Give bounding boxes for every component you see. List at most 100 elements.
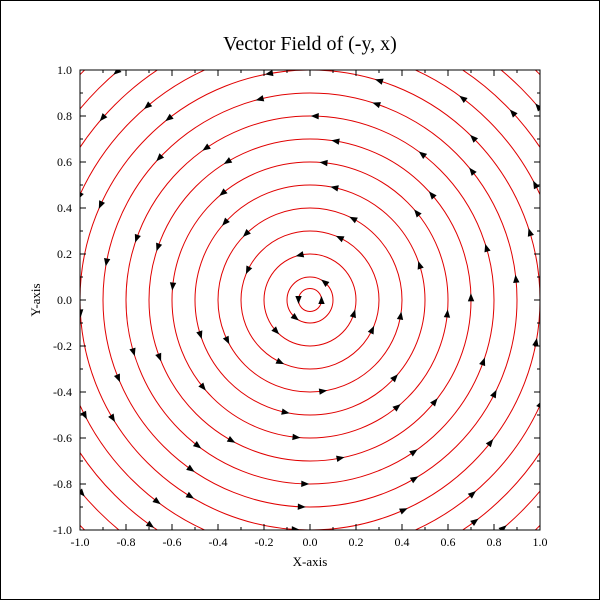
arrow-14-16 bbox=[559, 495, 566, 503]
arrow-11-4 bbox=[467, 490, 476, 499]
arrow-5-2 bbox=[417, 260, 424, 270]
arrow-10-8 bbox=[527, 228, 534, 237]
arrow-14-11 bbox=[65, 510, 73, 518]
arrow-9-1 bbox=[156, 153, 165, 162]
x-tick-label-6: 0.2 bbox=[349, 535, 364, 549]
arrow-6-3 bbox=[319, 159, 328, 167]
arrow-13-13 bbox=[169, 561, 178, 567]
arrow-10-3 bbox=[185, 491, 195, 499]
arrow-14-3 bbox=[458, 14, 467, 21]
y-tick-label-10: 1.0 bbox=[57, 63, 72, 77]
x-tick-label-8: 0.6 bbox=[441, 535, 456, 549]
x-axis-label: X-axis bbox=[293, 554, 328, 569]
arrow-1-1 bbox=[290, 313, 299, 321]
chart-title: Vector Field of (-y, x) bbox=[223, 33, 397, 55]
arrow-6-5 bbox=[169, 282, 177, 291]
arrow-11-11 bbox=[144, 101, 153, 110]
arrow-12-14 bbox=[145, 520, 155, 528]
arrow-7-5 bbox=[155, 352, 162, 362]
arrow-6-7 bbox=[292, 433, 301, 441]
streamline-8 bbox=[125, 115, 495, 485]
streamline-7 bbox=[148, 138, 472, 462]
y-tick-label-5: 0.0 bbox=[57, 293, 72, 307]
arrow-9-0 bbox=[255, 95, 265, 102]
arrow-10-2 bbox=[108, 413, 116, 423]
streamline-5 bbox=[194, 184, 426, 416]
arrow-13-10 bbox=[9, 272, 15, 280]
arrow-7-6 bbox=[226, 436, 236, 443]
x-tick-label-3: -0.4 bbox=[209, 535, 228, 549]
arrow-13-12 bbox=[80, 488, 85, 497]
arrow-13-6 bbox=[330, 0, 338, 5]
arrow-8-9 bbox=[484, 243, 491, 253]
arrow-6-1 bbox=[443, 309, 451, 318]
arrow-6-0 bbox=[392, 404, 401, 412]
x-tick-label-9: 0.8 bbox=[487, 535, 502, 549]
x-tick-label-4: -0.2 bbox=[255, 535, 274, 549]
arrow-7-3 bbox=[223, 157, 233, 165]
arrow-12-0 bbox=[252, 567, 260, 573]
arrow-12-5 bbox=[570, 207, 576, 216]
arrow-14-8 bbox=[2, 195, 8, 204]
arrow-5-4 bbox=[222, 217, 230, 226]
arrow-10-9 bbox=[470, 134, 479, 143]
arrow-8-5 bbox=[192, 441, 202, 449]
y-tick-label-6: 0.2 bbox=[57, 247, 72, 261]
arrow-13-7 bbox=[214, 11, 223, 17]
streamline-11 bbox=[80, 70, 540, 530]
arrow-12-11 bbox=[44, 214, 50, 223]
arrow-7-1 bbox=[428, 191, 437, 200]
arrow-10-7 bbox=[532, 337, 539, 347]
arrow-9-3 bbox=[113, 373, 120, 383]
arrow-0-0 bbox=[318, 296, 325, 304]
y-tick-label-0: -1.0 bbox=[53, 523, 72, 537]
arrow-14-10 bbox=[7, 415, 13, 424]
arrow-10-12 bbox=[165, 113, 174, 122]
arrow-7-2 bbox=[331, 138, 340, 145]
arrow-2-0 bbox=[295, 251, 305, 258]
arrow-13-5 bbox=[443, 32, 452, 38]
arrow-13-11 bbox=[21, 387, 27, 396]
streamline-3 bbox=[240, 230, 380, 370]
x-tick-label-10: 1.0 bbox=[533, 535, 548, 549]
arrow-5-3 bbox=[330, 185, 339, 192]
arrow-12-1 bbox=[367, 567, 376, 573]
arrow-8-8 bbox=[479, 357, 486, 367]
arrow-11-0 bbox=[80, 410, 87, 420]
x-tick-label-7: 0.4 bbox=[395, 535, 410, 549]
arrow-13-14 bbox=[282, 595, 290, 600]
streamline-12 bbox=[80, 70, 540, 530]
arrow-10-4 bbox=[291, 526, 300, 530]
streamline-9 bbox=[102, 92, 518, 508]
streamline-13 bbox=[80, 70, 540, 530]
arrow-11-1 bbox=[152, 496, 161, 505]
arrow-9-9 bbox=[469, 167, 477, 176]
arrow-1-0 bbox=[321, 279, 330, 287]
streamline-2 bbox=[263, 253, 357, 347]
arrow-14-2 bbox=[547, 82, 555, 90]
y-tick-label-4: -0.2 bbox=[53, 339, 72, 353]
arrow-8-4 bbox=[129, 347, 136, 357]
arrow-11-3 bbox=[368, 543, 377, 549]
y-tick-label-1: -0.8 bbox=[53, 477, 72, 491]
arrow-12-7 bbox=[415, 45, 424, 51]
arrow-0-1 bbox=[295, 296, 302, 304]
arrow-10-5 bbox=[399, 508, 408, 515]
arrow-11-8 bbox=[459, 95, 468, 104]
streamline-6 bbox=[171, 161, 449, 439]
x-tick-label-5: 0.0 bbox=[303, 535, 318, 549]
arrow-7-7 bbox=[336, 455, 345, 462]
arrow-9-2 bbox=[104, 257, 111, 267]
arrow-8-6 bbox=[301, 480, 310, 488]
arrow-12-9 bbox=[191, 45, 200, 51]
x-tick-label-1: -0.8 bbox=[117, 535, 136, 549]
arrow-8-0 bbox=[418, 151, 428, 159]
arrow-6-2 bbox=[414, 209, 422, 218]
arrow-12-3 bbox=[546, 431, 553, 440]
arrow-4-0 bbox=[222, 335, 230, 345]
arrow-3-2 bbox=[367, 325, 375, 335]
arrow-13-0 bbox=[498, 525, 507, 530]
arrow-8-2 bbox=[202, 143, 211, 151]
